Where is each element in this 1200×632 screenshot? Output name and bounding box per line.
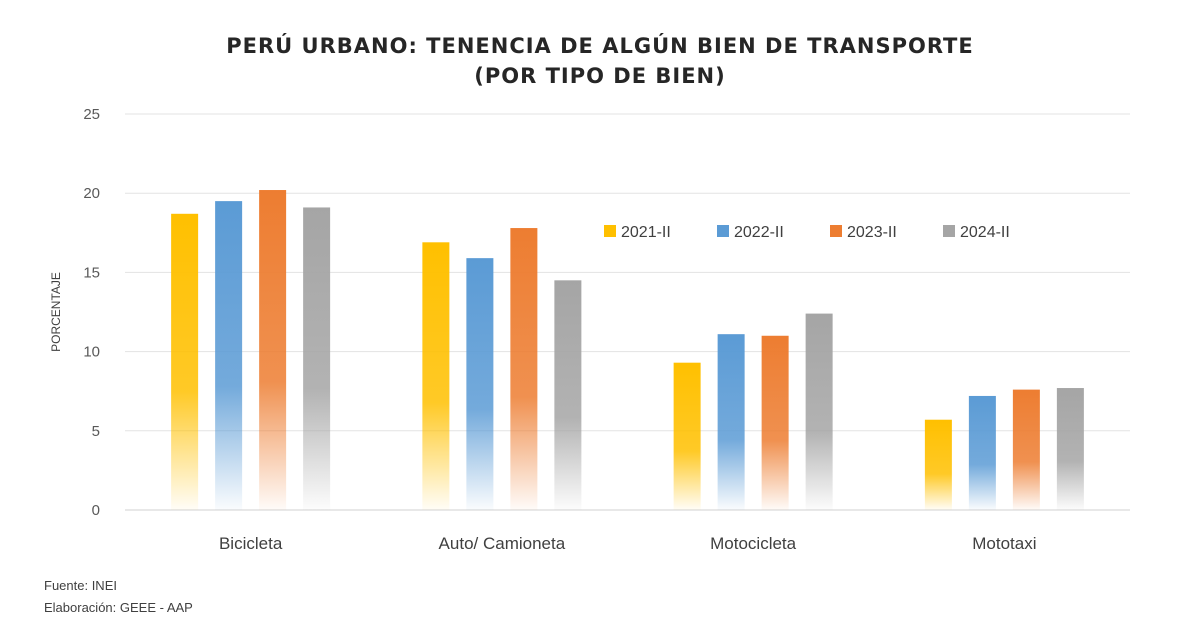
bar-2024-II-bicicleta (303, 207, 331, 510)
y-tick-label: 25 (83, 106, 100, 123)
legend-label: 2024-II (960, 224, 1010, 241)
bar-2021-II-bicicleta (171, 213, 199, 511)
bar-2022-II-motocicleta (717, 334, 745, 510)
bar-2024-II-motocicleta (805, 313, 833, 510)
y-tick-label: 20 (83, 185, 100, 202)
bar-2024-II-mototaxi (1056, 388, 1084, 510)
legend-label: 2022-II (734, 224, 784, 241)
bar-2022-II-autocamioneta (466, 258, 494, 510)
bar-2023-II-mototaxi (1012, 389, 1040, 510)
bar-2023-II-motocicleta (761, 335, 789, 510)
legend-label: 2021-II (621, 224, 671, 241)
y-tick-label: 15 (83, 264, 100, 281)
bar-2021-II-mototaxi (924, 419, 952, 510)
bar-2022-II-bicicleta (215, 201, 243, 510)
elaboration-note: Elaboración: GEEE - AAP (44, 600, 193, 615)
x-tick-label: Bicicleta (219, 534, 283, 553)
y-tick-label: 5 (92, 423, 100, 440)
bar-2021-II-motocicleta (673, 362, 701, 510)
bar-2023-II-autocamioneta (510, 228, 538, 510)
legend-swatch (717, 225, 729, 237)
y-tick-label: 10 (83, 344, 100, 361)
source-note: Fuente: INEI (44, 578, 117, 593)
y-axis-label: PORCENTAJE (49, 272, 63, 352)
chart-title: PERÚ URBANO: TENENCIA DE ALGÚN BIEN DE T… (226, 34, 974, 58)
x-tick-label: Auto/ Camioneta (439, 534, 566, 553)
y-tick-label: 0 (92, 502, 100, 519)
bar-2021-II-autocamioneta (422, 242, 450, 510)
bar-2022-II-mototaxi (968, 395, 996, 510)
legend-label: 2023-II (847, 224, 897, 241)
chart-subtitle: (POR TIPO DE BIEN) (474, 64, 726, 88)
legend-swatch (830, 225, 842, 237)
legend-swatch (943, 225, 955, 237)
x-tick-label: Motocicleta (710, 534, 797, 553)
x-tick-label: Mototaxi (972, 534, 1036, 553)
legend-swatch (604, 225, 616, 237)
bar-2024-II-autocamioneta (554, 280, 582, 510)
bar-2023-II-bicicleta (259, 190, 287, 511)
